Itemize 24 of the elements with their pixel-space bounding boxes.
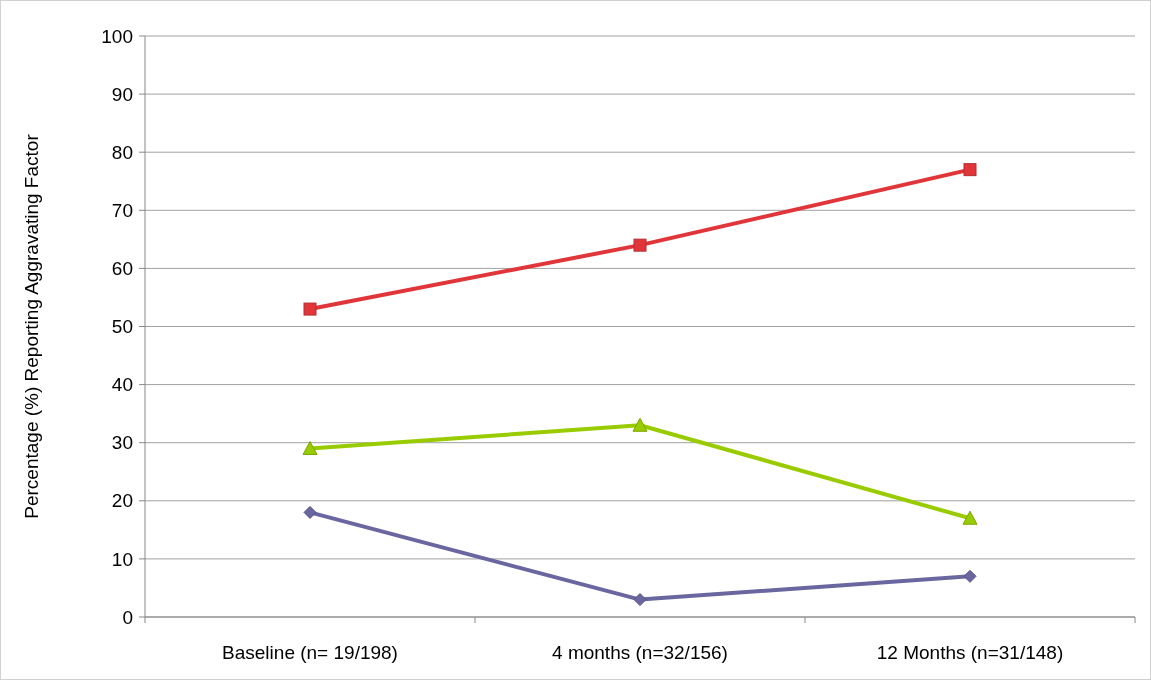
x-tick-label: Baseline (n= 19/198): [222, 642, 398, 663]
point: [302, 441, 318, 456]
y-tick-label: 70: [111, 199, 133, 221]
point: [633, 593, 647, 607]
y-tick-label: 0: [122, 606, 133, 628]
y-tick-label: 90: [111, 83, 133, 105]
y-tick-label: 10: [111, 548, 133, 570]
y-tick-label: 20: [111, 490, 133, 512]
x-tick-label: 4 months (n=32/156): [552, 642, 728, 663]
y-tick-label: 60: [111, 258, 133, 280]
x-tick-label: 12 Months (n=31/148): [876, 642, 1064, 663]
point: [633, 238, 647, 252]
point: [963, 163, 977, 177]
y-tick-label: 30: [111, 432, 133, 454]
point: [303, 505, 317, 519]
point: [632, 417, 648, 432]
y-tick-label: 50: [111, 316, 133, 338]
y-axis-title: Percentage (%) Reporting Aggravating Factor: [21, 133, 42, 519]
y-tick-label: 40: [111, 374, 133, 396]
point: [962, 510, 978, 525]
y-tick-label: 80: [111, 141, 133, 163]
y-tick-label: 100: [101, 25, 133, 47]
point: [963, 569, 977, 583]
point: [303, 302, 317, 316]
